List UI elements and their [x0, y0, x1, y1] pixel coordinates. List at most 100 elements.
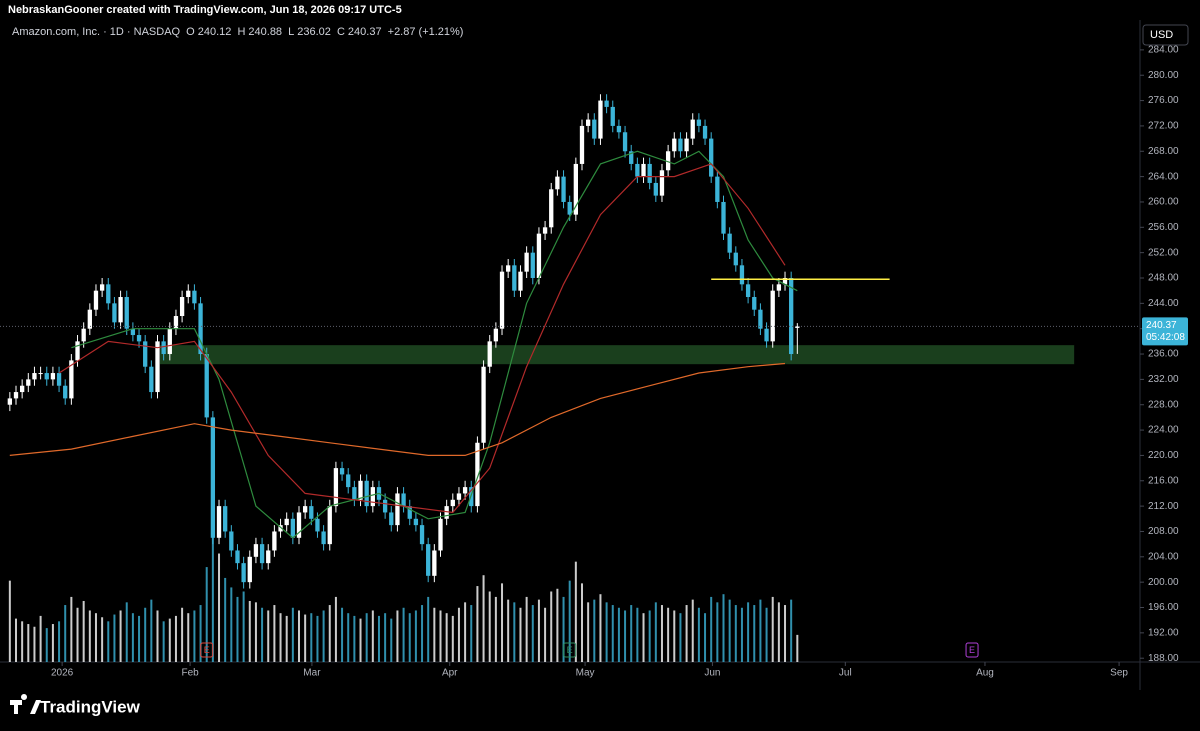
volume-bar — [728, 599, 731, 662]
volume-bar — [230, 587, 233, 662]
price-label-box — [1142, 317, 1188, 346]
candle-body — [518, 271, 523, 291]
y-tick-label: 260.00 — [1148, 197, 1179, 208]
volume-bar — [365, 613, 368, 662]
volume-bar — [138, 615, 141, 662]
volume-bar — [784, 605, 787, 662]
candle-body — [210, 417, 216, 538]
volume-bar — [242, 591, 245, 662]
price-label: 240.37 — [1146, 320, 1177, 331]
volume-bar — [316, 615, 319, 662]
volume-bar — [279, 613, 282, 662]
volume-bar — [765, 607, 768, 662]
volume-bar — [439, 610, 442, 662]
volume-bar — [27, 624, 30, 662]
volume-bar — [482, 575, 485, 662]
candle-body — [112, 303, 117, 323]
volume-bar — [8, 580, 11, 662]
y-tick-label: 196.00 — [1148, 602, 1179, 613]
candle-body — [733, 252, 738, 266]
candle-body — [524, 252, 529, 272]
candle-body — [296, 512, 302, 538]
candle-body — [235, 550, 240, 564]
candle-body — [795, 326, 800, 328]
earnings-label: E — [204, 645, 210, 655]
volume-bar — [76, 607, 79, 662]
candle-body — [579, 125, 585, 164]
y-tick-label: 244.00 — [1148, 298, 1179, 309]
y-tick-label: 272.00 — [1148, 121, 1179, 132]
volume-bar — [790, 599, 793, 662]
volume-bar — [771, 596, 774, 662]
candle-body — [426, 544, 431, 576]
candle-body — [99, 284, 105, 291]
volume-bar — [445, 613, 448, 662]
candle-body — [678, 138, 683, 152]
candle-body — [106, 284, 111, 304]
candle-body — [284, 518, 289, 526]
candle-body — [789, 278, 794, 355]
candle-body — [204, 354, 209, 418]
brand-logo — [10, 694, 41, 714]
x-tick-label: 2026 — [51, 668, 74, 679]
candle-body — [499, 271, 505, 329]
volume-bar — [156, 610, 159, 662]
volume-bar — [648, 610, 651, 662]
candle-body — [259, 544, 265, 564]
earnings-marker — [200, 642, 214, 658]
candle-body — [690, 119, 695, 139]
candle-body — [358, 480, 363, 500]
watermark: NebraskanGooner created with TradingView… — [8, 4, 402, 16]
candle-body — [395, 493, 400, 526]
candle-body — [192, 290, 197, 304]
volume-bar — [310, 613, 313, 662]
candle-body — [407, 506, 412, 519]
y-tick-label: 216.00 — [1148, 475, 1179, 486]
y-tick-label: 284.00 — [1148, 45, 1179, 56]
candle-body — [752, 297, 757, 310]
candle-body — [87, 309, 92, 329]
candle-body — [32, 373, 37, 380]
candle-body — [721, 201, 726, 234]
candle-body — [81, 328, 86, 342]
volume-bar — [39, 615, 42, 662]
volume-bar — [51, 624, 54, 662]
candle-body — [309, 506, 314, 519]
volume-bar — [144, 607, 147, 662]
volume-bar — [101, 617, 104, 662]
candle-body — [696, 119, 702, 126]
candle-body — [56, 373, 62, 386]
earnings-label: E — [567, 645, 573, 655]
volume-bar — [328, 605, 331, 662]
currency-button[interactable] — [1142, 24, 1189, 46]
volume-bar — [568, 580, 571, 662]
candle-body — [26, 379, 31, 386]
volume-bar — [45, 628, 48, 662]
candle-body — [136, 335, 142, 342]
earnings-marker — [563, 642, 577, 658]
candle-body — [266, 550, 271, 564]
candle-body — [622, 132, 628, 152]
candle-body — [352, 487, 357, 500]
volume-bar — [550, 591, 553, 662]
volume-bar — [94, 613, 97, 662]
volume-bar — [359, 618, 362, 662]
volume-bar — [181, 607, 184, 662]
volume-bar — [193, 610, 196, 662]
volume-bar — [679, 613, 682, 662]
candle-body — [432, 550, 437, 576]
volume-bar — [470, 605, 473, 662]
candle-body — [450, 499, 455, 507]
candle-body — [38, 373, 43, 375]
candle-body — [167, 328, 172, 355]
volume-bar — [174, 615, 177, 662]
x-tick-label: Jun — [704, 668, 720, 679]
y-tick-label: 204.00 — [1148, 551, 1179, 562]
candle-body — [130, 328, 136, 336]
volume-bar — [224, 577, 227, 662]
volume-bar — [205, 567, 208, 662]
candle-body — [382, 499, 388, 513]
currency[interactable]: USD — [1150, 29, 1173, 41]
volume-bar — [304, 614, 307, 662]
